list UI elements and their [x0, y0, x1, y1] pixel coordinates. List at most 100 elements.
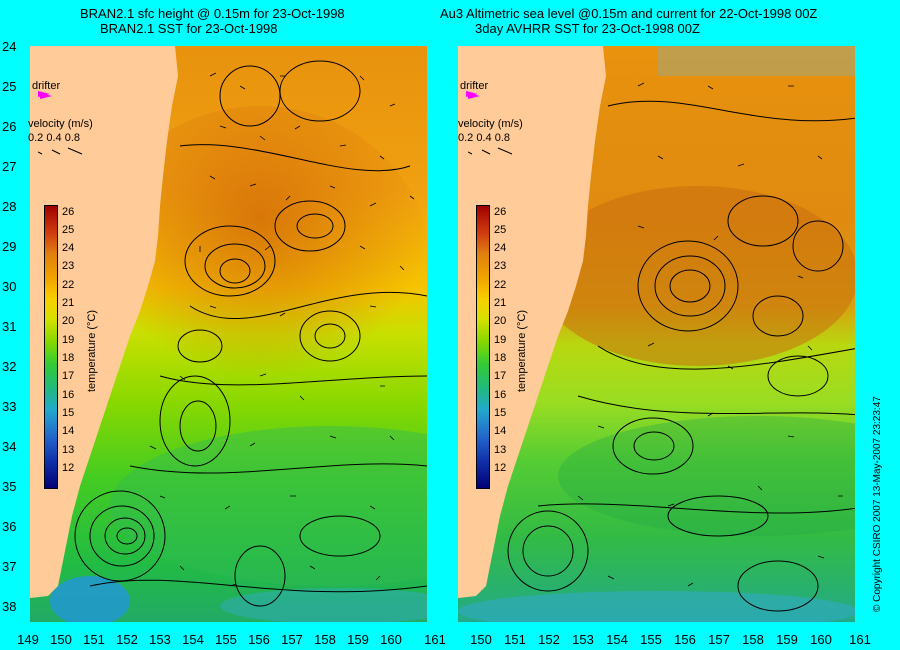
velocity-legend-label: velocity (m/s) [28, 118, 93, 130]
y-tick: 28 [2, 199, 17, 214]
right-title-line2: 3day AVHRR SST for 23-Oct-1998 00Z [475, 21, 700, 36]
colorbar-tick: 22 [494, 279, 507, 291]
cool-band [558, 416, 855, 536]
copyright-notice: © Copyright CSIRO 2007 13-May-2007 23:23… [872, 396, 883, 612]
colorbar-label: temperature (°C) [516, 309, 528, 392]
y-tick: 36 [2, 519, 17, 534]
x-tick: 154 [606, 632, 628, 647]
sea-level-contours [74, 60, 427, 607]
colorbar-tick: 19 [62, 334, 75, 346]
right-title-line1: Au3 Altimetric sea level @0.15m and curr… [440, 6, 818, 21]
x-tick: 156 [248, 632, 270, 647]
drifter-legend-label: drifter [460, 80, 489, 92]
x-tick: 157 [281, 632, 303, 647]
x-tick: 161 [849, 632, 871, 647]
x-tick: 160 [380, 632, 402, 647]
cold-patch-bottom [458, 591, 855, 622]
colorbar-tick: 24 [494, 242, 507, 254]
colorbar-tick: 25 [62, 224, 75, 236]
x-tick: 158 [314, 632, 336, 647]
sea-level-contours [507, 100, 855, 612]
left-title-line1: BRAN2.1 sfc height @ 0.15m for 23-Oct-19… [80, 6, 345, 21]
left-title-line2: BRAN2.1 SST for 23-Oct-1998 [100, 21, 278, 36]
y-tick: 30 [2, 279, 17, 294]
y-tick: 27 [2, 159, 17, 174]
colorbar-tick: 19 [494, 334, 507, 346]
velocity-legend-values: 0.2 0.4 0.8 [458, 132, 510, 144]
colorbar-tick: 12 [62, 462, 75, 474]
colorbar-tick: 15 [494, 407, 507, 419]
colorbar-tick: 26 [494, 206, 507, 218]
velocity-arrows [149, 72, 415, 587]
colorbar-tick: 23 [494, 260, 507, 272]
y-tick: 32 [2, 359, 17, 374]
y-tick: 37 [2, 559, 17, 574]
cold-patch [50, 576, 130, 622]
x-tick: 150 [50, 632, 72, 647]
colorbar-tick: 23 [62, 260, 75, 272]
colorbar-tick: 17 [494, 370, 507, 382]
x-tick: 153 [149, 632, 171, 647]
colorbar-tick: 16 [62, 389, 75, 401]
cool-band [110, 426, 427, 586]
colorbar-tick: 17 [62, 370, 75, 382]
y-tick: 29 [2, 239, 17, 254]
x-tick: 156 [674, 632, 696, 647]
colorbar-tick: 14 [494, 425, 507, 437]
x-tick: 151 [83, 632, 105, 647]
colorbar-tick: 14 [62, 425, 75, 437]
colorbar-left [44, 205, 58, 489]
colorbar-tick: 21 [62, 297, 75, 309]
colorbar-tick: 24 [62, 242, 75, 254]
y-tick: 24 [2, 39, 17, 54]
colorbar-tick: 21 [494, 297, 507, 309]
drifter-legend-label: drifter [32, 80, 61, 92]
colorbar-tick: 22 [62, 279, 75, 291]
drifter-legend-icon [38, 91, 50, 97]
drifter-legend-icon [466, 91, 478, 97]
colorbar-label: temperature (°C) [86, 309, 98, 392]
colorbar-tick: 25 [494, 224, 507, 236]
colorbar-tick: 12 [494, 462, 507, 474]
cloud-patch [658, 46, 855, 76]
colorbar-tick: 18 [62, 352, 75, 364]
cold-patch-bottom [220, 588, 427, 622]
velocity-legend-arrows [468, 147, 513, 155]
x-tick: 159 [347, 632, 369, 647]
warm-core [90, 106, 427, 426]
x-tick: 154 [182, 632, 204, 647]
colorbar-tick: 20 [62, 315, 75, 327]
colorbar-tick: 13 [494, 444, 507, 456]
colorbar-tick: 16 [494, 389, 507, 401]
left-map-panel [30, 46, 427, 622]
colorbar-right [476, 205, 490, 489]
x-tick: 161 [424, 632, 446, 647]
land-australia [458, 46, 606, 598]
velocity-arrows [577, 82, 843, 587]
y-tick: 38 [2, 599, 17, 614]
land-australia [30, 46, 178, 598]
left-map-svg [30, 46, 427, 622]
right-map-panel [458, 46, 855, 622]
y-tick: 26 [2, 119, 17, 134]
colorbar-tick: 18 [494, 352, 507, 364]
y-tick: 33 [2, 399, 17, 414]
velocity-legend-arrows [38, 147, 83, 155]
x-tick: 155 [640, 632, 662, 647]
y-tick: 34 [2, 439, 17, 454]
x-tick: 160 [810, 632, 832, 647]
x-tick: 152 [538, 632, 560, 647]
x-tick: 152 [116, 632, 138, 647]
x-tick: 153 [572, 632, 594, 647]
right-map-svg [458, 46, 855, 622]
colorbar-tick: 13 [62, 444, 75, 456]
colorbar-tick: 20 [494, 315, 507, 327]
y-tick: 25 [2, 79, 17, 94]
x-tick: 158 [742, 632, 764, 647]
colorbar-tick: 15 [62, 407, 75, 419]
x-tick: 155 [215, 632, 237, 647]
x-tick: 150 [470, 632, 492, 647]
y-tick: 35 [2, 479, 17, 494]
colorbar-tick: 26 [62, 206, 75, 218]
y-tick: 31 [2, 319, 17, 334]
